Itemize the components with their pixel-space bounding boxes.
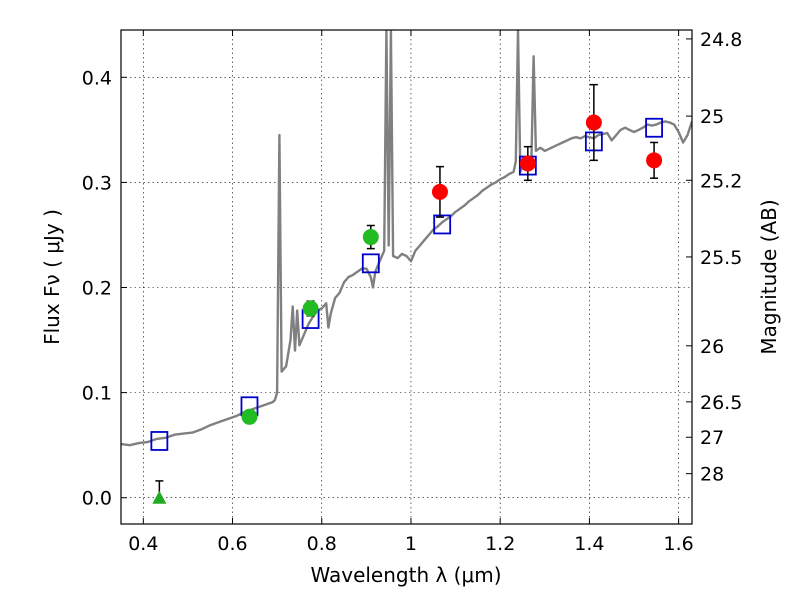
x-tick-label: 0.4 xyxy=(128,533,158,555)
x-axis-label: Wavelength λ (μm) xyxy=(310,563,501,587)
observed-flux-point xyxy=(519,155,536,172)
y-tick-label: 0.4 xyxy=(82,67,112,89)
plot-frame xyxy=(120,29,693,525)
model-photometry-square xyxy=(361,253,380,274)
y-tick-label: 0.3 xyxy=(82,172,112,194)
observed-flux-point xyxy=(362,229,379,246)
observed-flux-point xyxy=(431,183,448,200)
data-markers xyxy=(150,83,663,504)
right-tick-label: 27 xyxy=(700,427,724,449)
upper-limit-triangle xyxy=(152,490,167,504)
observed-flux-point xyxy=(241,408,258,425)
right-tick-label: 25 xyxy=(700,106,724,128)
plot-area xyxy=(121,30,692,447)
y-tick-label: 0.1 xyxy=(82,383,112,405)
right-tick-label: 26 xyxy=(700,336,724,358)
right-tick-label: 26.5 xyxy=(700,392,742,414)
y-tick-label: 0.0 xyxy=(82,488,112,510)
grid-lines xyxy=(121,30,692,524)
tick-marks: 0.4 0.6 0.8 1 1.2 1.4 1.6 0.0 0.1 0.2 0.3 0.4 24.8 25… xyxy=(82,29,743,555)
observed-flux-point xyxy=(585,114,602,131)
x-tick-label: 1 xyxy=(405,533,417,555)
observed-flux-point xyxy=(302,300,319,317)
model-spectrum-line xyxy=(121,30,692,447)
model-photometry-square xyxy=(645,117,663,138)
x-tick-label: 0.8 xyxy=(307,533,337,555)
x-tick-label: 1.6 xyxy=(664,533,694,555)
right-axis-label: Magnitude (AB) xyxy=(757,199,781,354)
x-tick-label: 1.2 xyxy=(485,533,515,555)
y-axis-label: Flux Fν ( μJy ) xyxy=(40,209,64,345)
right-tick-label: 25.2 xyxy=(700,170,742,192)
model-photometry-square xyxy=(433,214,452,235)
right-tick-label: 25.5 xyxy=(700,247,742,269)
model-photometry-square xyxy=(150,431,169,451)
y-tick-label: 0.2 xyxy=(82,278,112,300)
right-tick-label: 24.8 xyxy=(700,29,742,51)
x-tick-label: 1.4 xyxy=(574,533,604,555)
observed-flux-point xyxy=(646,152,663,169)
x-tick-label: 0.6 xyxy=(217,533,247,555)
right-tick-label: 28 xyxy=(700,464,724,486)
